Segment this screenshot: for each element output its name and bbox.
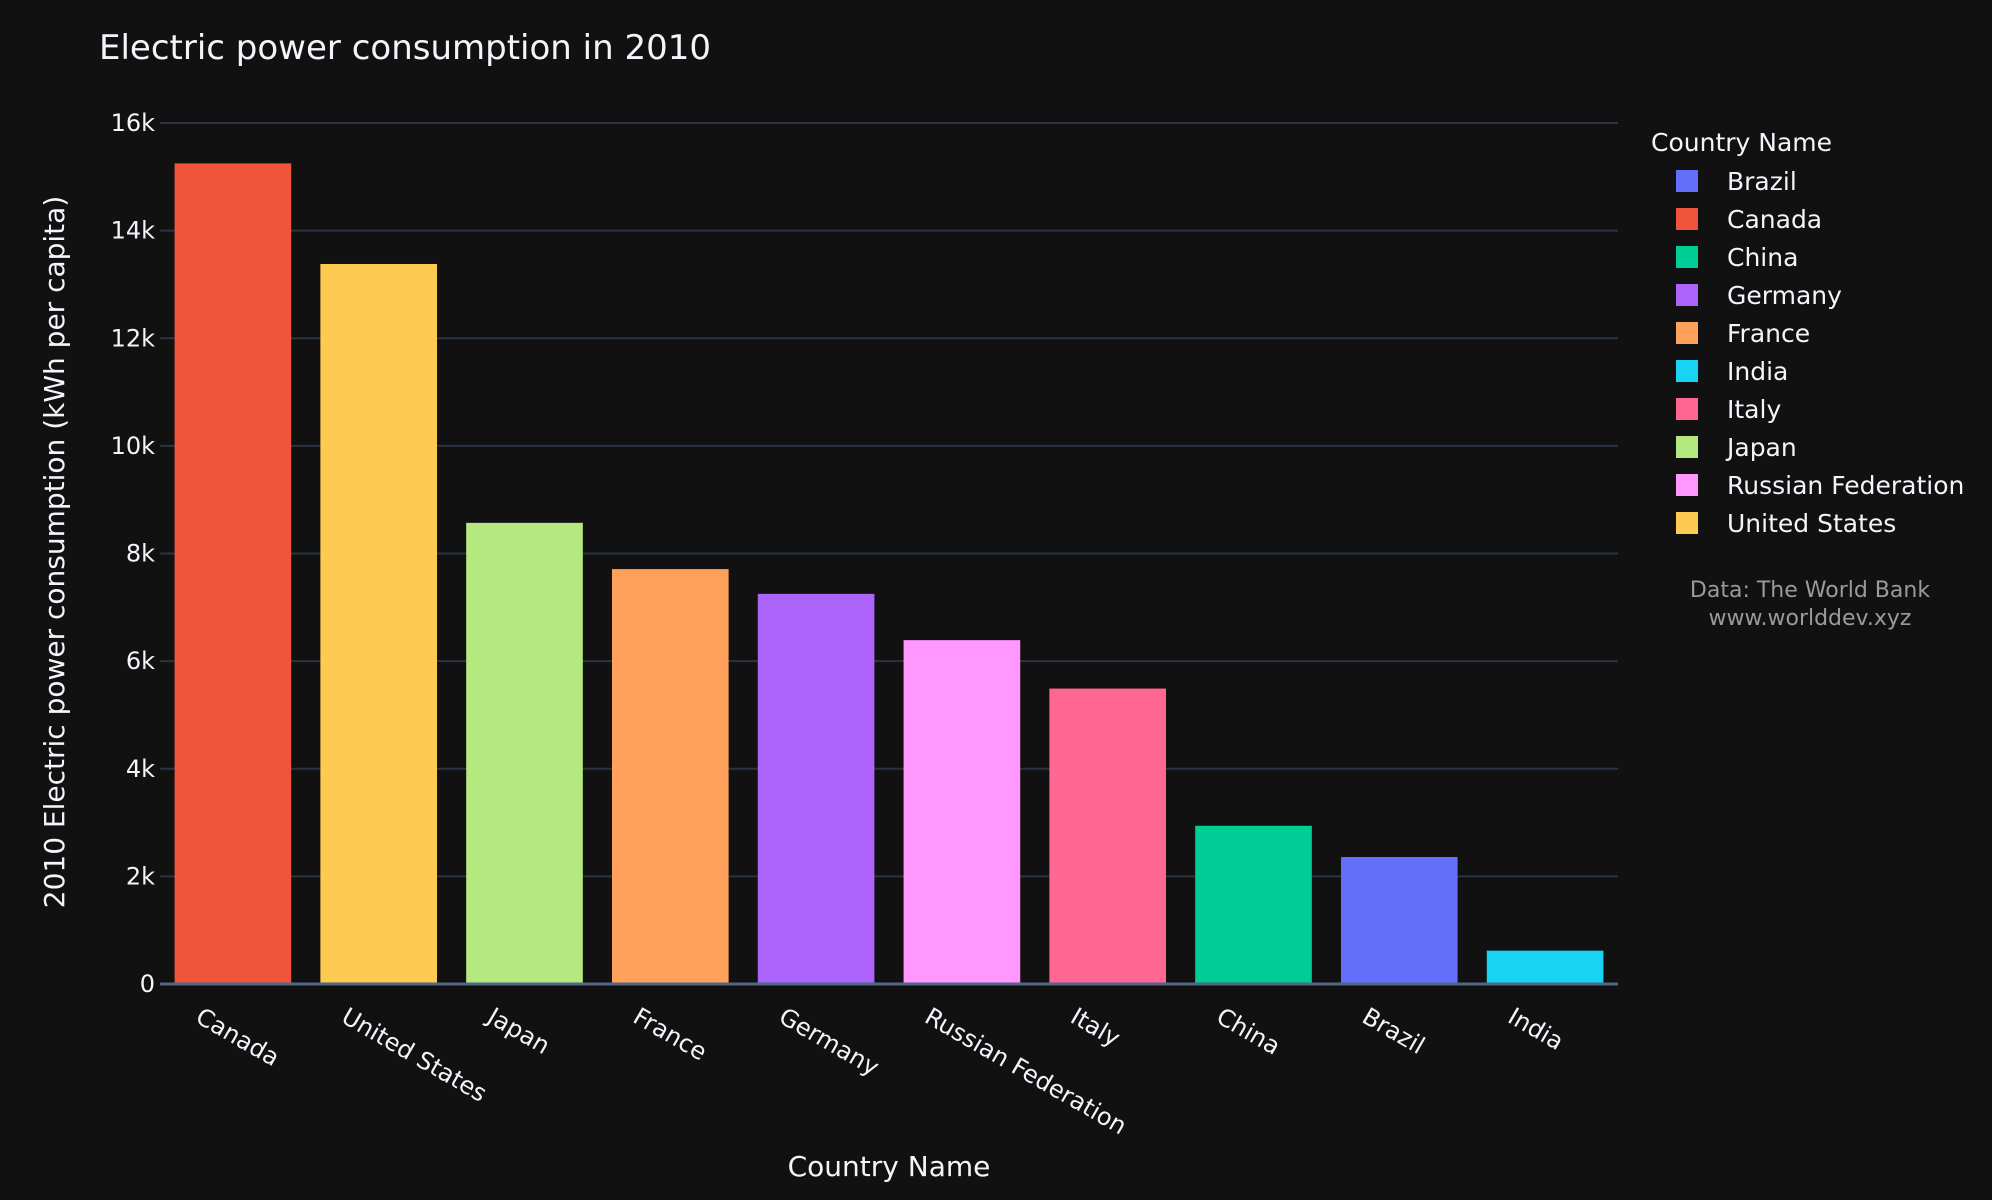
bar [757,593,875,984]
x-axis-title: Country Name [788,1150,991,1183]
legend-label: Canada [1727,205,1822,234]
source-note-line1: Data: The World Bank [1690,578,1930,603]
bars [160,163,1618,986]
legend-label: India [1727,357,1788,386]
legend-swatch [1676,322,1698,344]
legend-item[interactable]: France [1676,319,1810,348]
legend-label: China [1727,243,1798,272]
bar [466,522,583,984]
legend-swatch [1676,246,1698,268]
y-tick-label: 10k [111,432,156,460]
y-tick-label: 2k [126,862,155,890]
legend-item[interactable]: Germany [1676,281,1842,310]
source-note: Data: The World Bank www.worlddev.xyz [1690,578,1930,631]
y-axis-ticks: 0 2k 4k 6k 8k 10k 12k 14k 16k [111,109,156,998]
source-note-line2: www.worlddev.xyz [1709,606,1912,631]
y-tick-label: 12k [111,324,156,352]
legend-swatch [1676,360,1698,382]
legend-item[interactable]: Italy [1676,395,1781,424]
bar [1195,825,1312,984]
legend-swatch [1676,474,1698,496]
bar [1340,857,1458,984]
bar [1486,950,1604,984]
legend-label: Italy [1727,395,1781,424]
legend-label: Russian Federation [1727,471,1964,500]
legend-item[interactable]: India [1676,357,1788,386]
legend-item[interactable]: Brazil [1676,167,1797,196]
bar [1049,688,1167,984]
bar [320,263,438,984]
y-tick-label: 8k [126,540,155,568]
bar [611,569,729,984]
legend-swatch [1676,170,1698,192]
legend-swatch [1676,512,1698,534]
y-tick-label: 16k [111,109,156,137]
legend-swatch [1676,436,1698,458]
bar [174,163,292,984]
legend-item[interactable]: Japan [1676,433,1797,462]
bar [903,640,1021,984]
legend-item[interactable]: China [1676,243,1798,272]
legend-item[interactable]: Canada [1676,205,1822,234]
legend-swatch [1676,284,1698,306]
legend-label: France [1727,319,1810,348]
legend-label: United States [1727,509,1896,538]
legend-item[interactable]: Russian Federation [1676,471,1964,500]
legend-item[interactable]: United States [1676,509,1896,538]
legend-label: Japan [1725,433,1797,462]
legend-title: Country Name [1651,128,1832,157]
legend-label: Germany [1727,281,1842,310]
y-tick-label: 14k [111,217,156,245]
legend-swatch [1676,398,1698,420]
y-tick-label: 4k [126,755,155,783]
legend: Country Name Brazil Canada China Germany Fra… [1651,128,1964,538]
legend-swatch [1676,208,1698,230]
chart-title: Electric power consumption in 2010 [99,28,711,68]
y-axis-title: 2010 Electric power consumption (kWh per… [38,196,71,909]
y-tick-label: 0 [140,970,155,998]
legend-label: Brazil [1727,167,1797,196]
y-tick-label: 6k [126,647,155,675]
